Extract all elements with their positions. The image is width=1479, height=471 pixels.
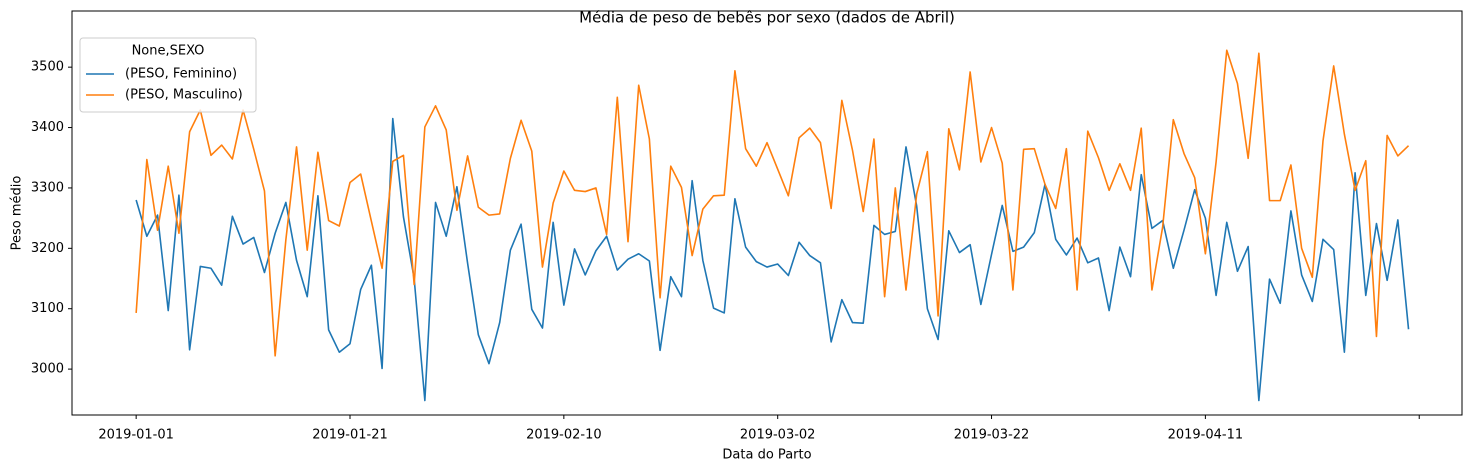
series-line bbox=[135, 49, 1410, 357]
x-tick-label: 2019-01-01 bbox=[98, 428, 174, 443]
series-line bbox=[135, 117, 1410, 402]
y-tick-label: 3500 bbox=[31, 60, 64, 75]
x-tick-label: 2019-01-21 bbox=[312, 428, 388, 443]
legend-box bbox=[79, 37, 257, 113]
y-tick-label: 3400 bbox=[31, 120, 64, 135]
legend-title: None,SEXO bbox=[132, 44, 205, 59]
chart-title: Média de peso de bebês por sexo (dados d… bbox=[579, 9, 955, 27]
x-tick-label: 2019-03-02 bbox=[740, 428, 816, 443]
y-tick-label: 3000 bbox=[31, 362, 64, 377]
y-tick-label: 3300 bbox=[31, 180, 64, 195]
x-tick-label: 2019-03-22 bbox=[954, 428, 1030, 443]
y-tick-label: 3200 bbox=[31, 241, 64, 256]
plot-area bbox=[135, 49, 1410, 402]
axes-frame bbox=[71, 10, 1463, 416]
legend-label: (PESO, Feminino) bbox=[125, 67, 237, 82]
x-axis-label: Data do Parto bbox=[722, 448, 811, 463]
y-axis-label: Peso médio bbox=[10, 176, 25, 251]
y-tick-label: 3100 bbox=[31, 301, 64, 316]
legend-label: (PESO, Masculino) bbox=[125, 88, 243, 103]
x-tick-label: 2019-02-10 bbox=[526, 428, 602, 443]
legend: None,SEXO (PESO, Feminino) (PESO, Masculin… bbox=[79, 37, 257, 113]
x-tick-label: 2019-04-11 bbox=[1168, 428, 1244, 443]
